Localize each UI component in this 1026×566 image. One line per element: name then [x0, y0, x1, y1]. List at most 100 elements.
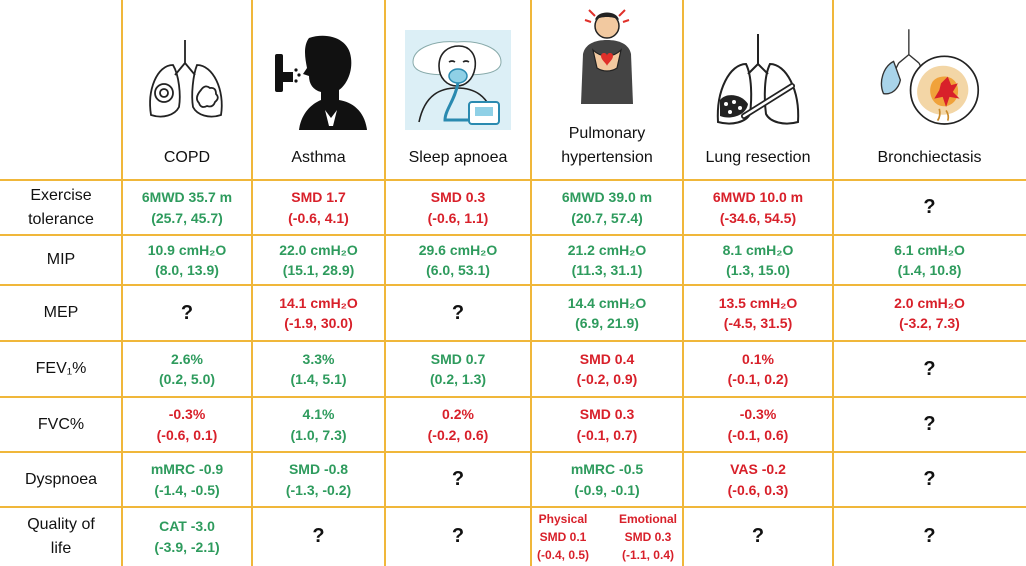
- grid-line-vertical: [530, 0, 532, 566]
- result-line: (-0.6, 0.1): [156, 426, 218, 443]
- result-line: (-3.9, -2.1): [154, 538, 220, 555]
- result-line: (-34.6, 54.5): [719, 209, 797, 226]
- result-line: (25.7, 45.7): [151, 209, 223, 226]
- improved-result: 14.4 cmH₂O (6.9, 21.9): [531, 285, 683, 341]
- unknown-mark: ?: [451, 301, 465, 324]
- unknown-result: ?: [252, 507, 385, 566]
- row-label: FEV₁%: [35, 360, 87, 378]
- grid-line-horizontal: [0, 284, 1026, 286]
- result-line: SMD 0.3: [624, 529, 672, 544]
- improved-result: 22.0 cmH₂O (15.1, 28.9): [252, 235, 385, 285]
- result-line: SMD 0.3: [579, 406, 635, 423]
- unknown-mark: ?: [451, 525, 465, 547]
- result-cell-split: Physical SMD 0.1 (-0.4, 0.5) Emotional SMD 0…: [531, 507, 683, 566]
- result-line: CAT -3.0: [159, 518, 215, 535]
- result-line: -0.3%: [739, 406, 777, 423]
- result-line: (-0.6, 0.3): [727, 481, 789, 498]
- grid-line-vertical: [832, 0, 834, 566]
- unknown-mark: ?: [923, 413, 936, 435]
- grid-line-vertical: [251, 0, 253, 566]
- result-line: (-0.2, 0.9): [576, 371, 638, 387]
- grid-line-horizontal: [0, 179, 1026, 181]
- unknown-result: ?: [833, 397, 1026, 452]
- result-line: (-1.1, 0.4): [621, 547, 674, 562]
- header-sleep-apnoea: Sleep apnoea: [385, 0, 531, 180]
- result-line: SMD 1.7: [291, 189, 346, 206]
- header-pulmonary-hypertension: Pulmonary hypertension: [531, 0, 683, 180]
- result-line: 6MWD 35.7 m: [141, 189, 233, 206]
- result-line: (-0.1, 0.2): [727, 371, 789, 387]
- grid-line-vertical: [384, 0, 386, 566]
- unknown-result: ?: [122, 285, 252, 341]
- non-significant-result: 0.1% (-0.1, 0.2): [683, 341, 833, 397]
- unknown-mark: ?: [180, 301, 194, 324]
- result-line: Physical: [538, 511, 588, 526]
- improved-result: 29.6 cmH₂O (6.0, 53.1): [385, 235, 531, 285]
- result-line: (-0.6, 1.1): [427, 209, 489, 226]
- condition-label: Pulmonary hypertension: [561, 125, 653, 166]
- condition-label: Sleep apnoea: [408, 149, 508, 166]
- non-significant-result: VAS -0.2 (-0.6, 0.3): [683, 452, 833, 507]
- improved-result: 2.6% (0.2, 5.0): [122, 341, 252, 397]
- condition-label: Asthma: [291, 149, 346, 166]
- grid-line-vertical: [682, 0, 684, 566]
- result-line: (0.2, 5.0): [158, 371, 216, 387]
- result-line: 6MWD 10.0 m: [712, 189, 804, 206]
- grid-line-horizontal: [0, 340, 1026, 342]
- unknown-result: ?: [385, 285, 531, 341]
- result-line: (8.0, 13.9): [155, 262, 219, 278]
- non-significant-result: 13.5 cmH₂O (-4.5, 31.5): [683, 285, 833, 341]
- result-line: Emotional: [618, 511, 677, 526]
- header-bronchiectasis: Bronchiectasis: [833, 0, 1026, 180]
- result-line: 8.1 cmH₂O: [722, 241, 794, 258]
- improved-result: 4.1% (1.0, 7.3): [252, 397, 385, 452]
- non-significant-result: -0.3% (-0.6, 0.1): [122, 397, 252, 452]
- unknown-result: ?: [385, 452, 531, 507]
- row-label: FVC%: [37, 415, 85, 433]
- result-line: 0.2%: [442, 406, 474, 423]
- result-line: 2.6%: [171, 350, 203, 367]
- result-line: (1.4, 5.1): [290, 371, 347, 387]
- result-line: (-0.1, 0.7): [576, 426, 638, 443]
- chest-pain-person-icon: [552, 3, 662, 108]
- result-line: 29.6 cmH₂O: [418, 241, 498, 258]
- result-line: 6MWD 39.0 m: [561, 189, 653, 206]
- result-line: (-1.9, 30.0): [284, 315, 353, 331]
- improved-result: 21.2 cmH₂O (11.3, 31.1): [531, 235, 683, 285]
- result-line: 14.4 cmH₂O: [567, 294, 647, 311]
- result-subgroup: Emotional SMD 0.3 (-1.1, 0.4): [619, 510, 677, 564]
- result-line: 14.1 cmH₂O: [279, 294, 358, 311]
- asthma-inhaler-icon: [264, 27, 374, 132]
- non-significant-result: SMD 0.3 (-0.6, 1.1): [385, 180, 531, 235]
- row-label: Quality of life: [27, 516, 95, 557]
- result-line: (-0.2, 0.6): [427, 426, 489, 443]
- non-significant-result: 0.2% (-0.2, 0.6): [385, 397, 531, 452]
- grid-line-vertical: [121, 0, 123, 566]
- result-line: (-3.2, 7.3): [899, 315, 960, 331]
- result-line: (11.3, 31.1): [571, 262, 643, 278]
- result-line: mMRC -0.5: [570, 461, 644, 478]
- result-line: 2.0 cmH₂O: [894, 294, 965, 311]
- result-line: 0.1%: [742, 350, 774, 367]
- result-line: SMD 0.7: [430, 350, 486, 367]
- result-line: (6.9, 21.9): [575, 315, 639, 331]
- header-lung-resection: Lung resection: [683, 0, 833, 180]
- grid-line-horizontal: [0, 396, 1026, 398]
- result-line: VAS -0.2: [730, 461, 786, 478]
- result-line: -0.3%: [168, 406, 206, 423]
- result-line: SMD 0.3: [430, 189, 486, 206]
- improved-result: SMD 0.7 (0.2, 1.3): [385, 341, 531, 397]
- unknown-result: ?: [683, 507, 833, 566]
- row-label: MEP: [43, 304, 79, 322]
- result-line: (0.2, 1.3): [429, 371, 487, 387]
- result-line: SMD 0.1: [539, 529, 587, 544]
- result-line: (-1.3, -0.2): [285, 481, 352, 498]
- unknown-mark: ?: [451, 468, 465, 490]
- non-significant-result: 2.0 cmH₂O (-3.2, 7.3): [833, 285, 1026, 341]
- unknown-result: ?: [833, 180, 1026, 235]
- bronchi-icon: [875, 27, 985, 132]
- result-line: (-1.4, -0.5): [154, 481, 220, 498]
- result-line: (1.4, 10.8): [897, 262, 962, 278]
- result-line: (-0.6, 4.1): [288, 209, 349, 226]
